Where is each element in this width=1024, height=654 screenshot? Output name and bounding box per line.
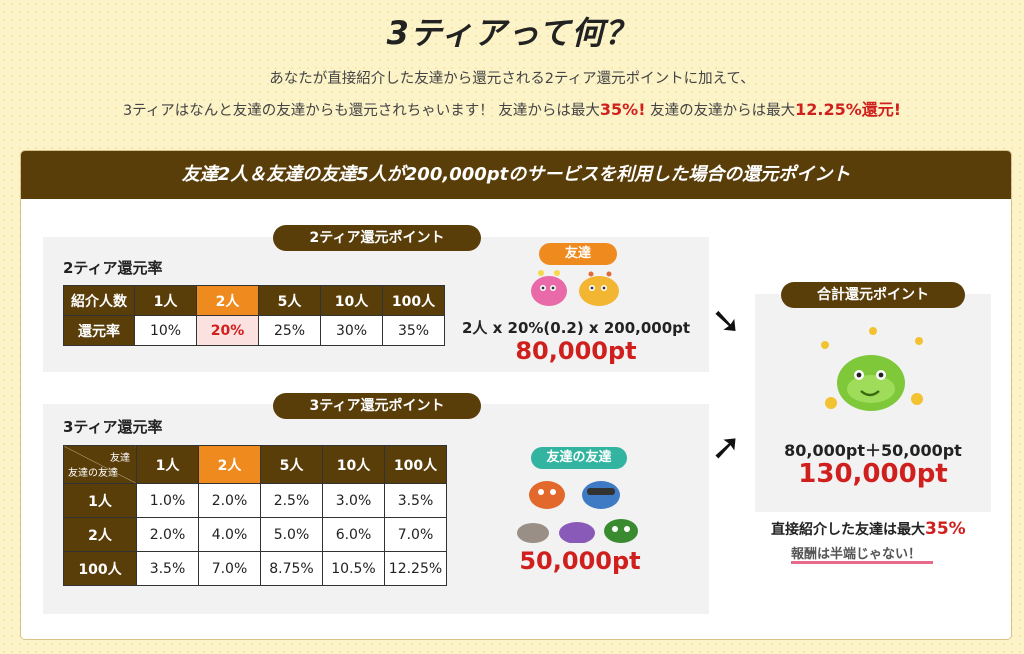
tier2-value: 30% bbox=[320, 315, 383, 346]
tier3-value: 3.5% bbox=[136, 551, 199, 586]
tier3-value: 10.5% bbox=[322, 551, 385, 586]
friend-calc: 2人 x 20%(0.2) x 200,000pt bbox=[461, 319, 691, 337]
example-banner: 友達2人＆友達の友達5人が200,000ptのサービスを利用した場合の還元ポイン… bbox=[21, 151, 1011, 199]
total-pill: 合計還元ポイント bbox=[781, 282, 965, 308]
tier3-value: 2.5% bbox=[260, 483, 323, 518]
intro-line-1: あなたが直接紹介した友達から還元される2ティア還元ポイントに加えて、 bbox=[269, 71, 755, 87]
tier2-header-2: 2人 bbox=[196, 285, 259, 316]
money-character-image bbox=[821, 327, 923, 411]
intro-text-a: 3ティアはなんと友達の友達からも還元されちゃいます！ 友達からは最大 bbox=[122, 103, 600, 119]
friend-result: 80,000pt bbox=[515, 337, 637, 365]
tier2-row-label: 還元率 bbox=[63, 315, 135, 346]
tier3-value: 6.0% bbox=[322, 517, 385, 552]
tier3-row-label: 1人 bbox=[63, 483, 137, 518]
fof-pill: 友達の友達 bbox=[531, 447, 627, 469]
tier2-pill: 2ティア還元ポイント bbox=[273, 225, 481, 251]
tier3-header-100: 100人 bbox=[384, 445, 447, 484]
example-panel: 友達2人＆友達の友達5人が200,000ptのサービスを利用した場合の還元ポイン… bbox=[20, 150, 1012, 640]
arrow-down-right-icon: ➘ bbox=[711, 301, 742, 342]
tier3-value: 7.0% bbox=[198, 551, 261, 586]
intro-highlight-friend: 35%! bbox=[599, 100, 646, 119]
friend-characters-image bbox=[531, 270, 619, 306]
tier3-row-label: 100人 bbox=[63, 551, 137, 586]
tier2-header-label: 紹介人数 bbox=[63, 285, 135, 316]
intro-text-c: 友達の友達からは最大 bbox=[645, 103, 796, 119]
tier3-value: 3.5% bbox=[384, 483, 447, 518]
reward-note-underline bbox=[791, 561, 933, 564]
tier3-value: 2.0% bbox=[198, 483, 261, 518]
max-rate-note-value: 35% bbox=[925, 519, 966, 539]
tier3-header-1: 1人 bbox=[136, 445, 199, 484]
tier3-value: 1.0% bbox=[136, 483, 199, 518]
tier2-header-1: 1人 bbox=[134, 285, 197, 316]
total-calc: 80,000pt＋50,000pt bbox=[784, 441, 962, 460]
tier3-value: 7.0% bbox=[384, 517, 447, 552]
tier3-header-2: 2人 bbox=[198, 445, 261, 484]
tier3-corner-top: 友達 bbox=[110, 453, 130, 464]
tier2-rate-table: 紹介人数 1人 2人 5人 10人 100人 還元率 10% 20% 25% 3… bbox=[63, 285, 445, 346]
tier2-header-100: 100人 bbox=[382, 285, 445, 316]
fof-result: 50,000pt bbox=[519, 547, 641, 575]
max-rate-note-text: 直接紹介した友達は最大 bbox=[771, 522, 925, 538]
friend-pill: 友達 bbox=[539, 243, 617, 265]
tier3-value: 12.25% bbox=[384, 551, 447, 586]
tier2-value-highlight: 20% bbox=[196, 315, 259, 346]
tier3-corner-bottom: 友達の友達 bbox=[68, 468, 118, 479]
max-rate-note: 直接紹介した友達は最大35% bbox=[771, 519, 966, 539]
tier3-subtitle: 3ティア還元率 bbox=[63, 418, 163, 436]
total-result: 130,000pt bbox=[798, 459, 948, 489]
tier3-value: 5.0% bbox=[260, 517, 323, 552]
tier3-value: 8.75% bbox=[260, 551, 323, 586]
tier3-value: 3.0% bbox=[322, 483, 385, 518]
tier2-value: 25% bbox=[258, 315, 321, 346]
tier2-header-5: 5人 bbox=[258, 285, 321, 316]
tier2-value: 35% bbox=[382, 315, 445, 346]
arrow-up-right-icon: ➚ bbox=[711, 427, 742, 468]
tier3-value: 4.0% bbox=[198, 517, 261, 552]
tier3-row-label: 2人 bbox=[63, 517, 137, 552]
tier3-value: 2.0% bbox=[136, 517, 199, 552]
tier3-rate-table: 友達 友達の友達 1人 2人 5人 10人 100人 1人 1.0% 2.0% … bbox=[63, 445, 447, 586]
tier2-subtitle: 2ティア還元率 bbox=[63, 259, 163, 277]
fof-characters-image bbox=[517, 481, 638, 543]
tier2-header-10: 10人 bbox=[320, 285, 383, 316]
tier2-value: 10% bbox=[134, 315, 197, 346]
intro-highlight-fof: 12.25%還元! bbox=[795, 100, 902, 119]
page-title: 3ティアって何？ bbox=[386, 14, 638, 52]
reward-note: 報酬は半端じゃない！ bbox=[791, 547, 922, 562]
intro-line-2: 3ティアはなんと友達の友達からも還元されちゃいます！ 友達からは最大35%! 友… bbox=[0, 96, 1024, 120]
tier3-pill: 3ティア還元ポイント bbox=[273, 393, 481, 419]
tier3-header-5: 5人 bbox=[260, 445, 323, 484]
tier3-corner-cell: 友達 友達の友達 bbox=[63, 445, 137, 484]
tier3-header-10: 10人 bbox=[322, 445, 385, 484]
